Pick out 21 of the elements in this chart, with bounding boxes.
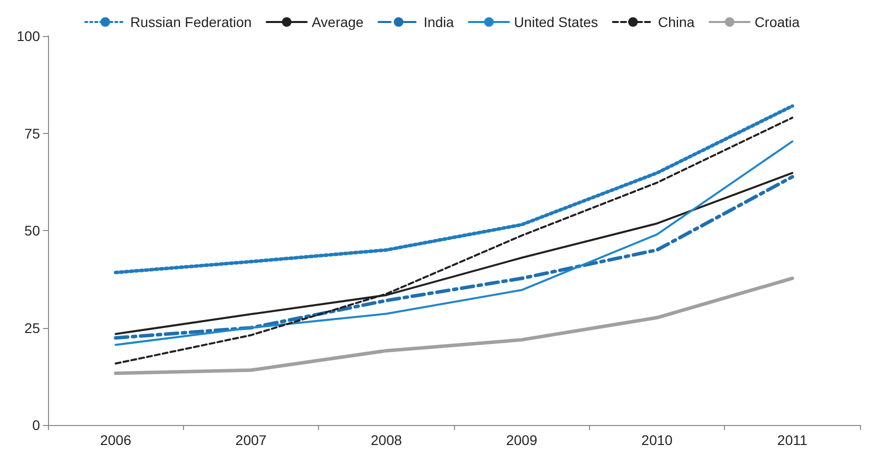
x-tick-label: 2007 (235, 432, 267, 448)
x-tick-label: 2006 (100, 432, 132, 448)
line-series (114, 116, 794, 365)
x-tick-label: 2010 (641, 432, 673, 448)
y-tick-label: 50 (24, 222, 40, 238)
line-series (114, 140, 794, 346)
line-series (114, 104, 794, 274)
y-tick-label: 0 (32, 417, 40, 433)
y-tick-label: 75 (24, 125, 40, 142)
legend-label: Average (312, 14, 364, 30)
legend-label: United States (514, 14, 598, 30)
y-tick-label: 100 (16, 28, 40, 44)
x-tick-label: 2011 (777, 432, 808, 448)
y-tick-label: 25 (24, 320, 40, 336)
legend-label: Russian Federation (130, 14, 252, 30)
line-series (114, 276, 794, 376)
legend-label: Croatia (754, 14, 800, 30)
legend-label: China (658, 14, 695, 30)
x-tick-label: 2009 (506, 432, 538, 448)
legend-label: India (424, 14, 454, 30)
x-tick-label: 2008 (370, 432, 402, 448)
